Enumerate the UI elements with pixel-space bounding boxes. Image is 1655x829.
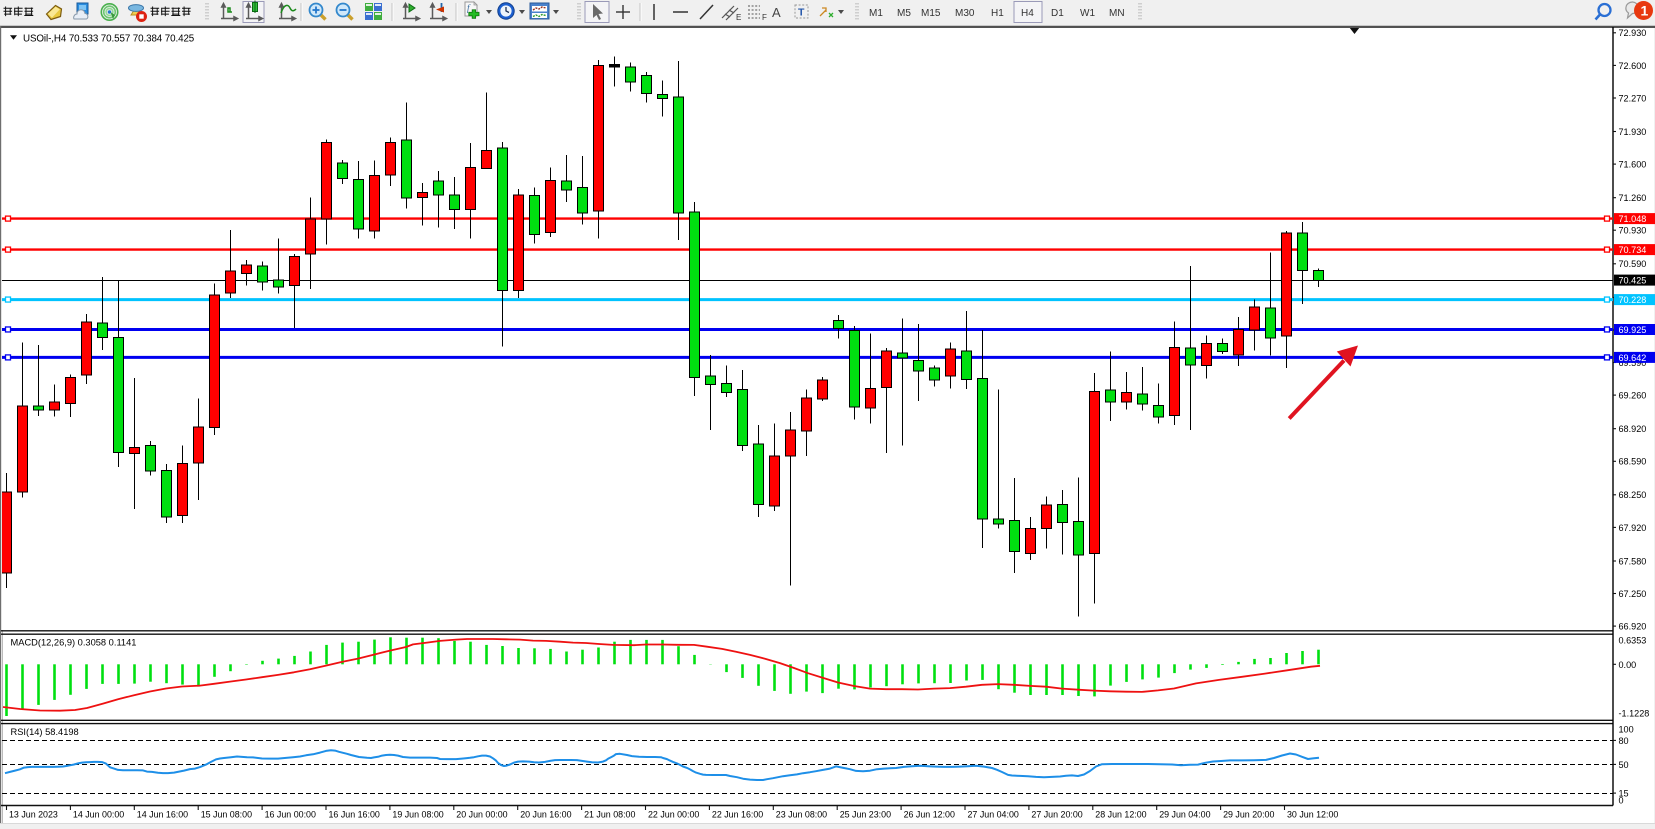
svg-text:20 Jun 16:00: 20 Jun 16:00 xyxy=(520,810,571,820)
svg-text:1: 1 xyxy=(1641,3,1649,19)
svg-text:71.048: 71.048 xyxy=(1619,214,1647,224)
svg-text:20 Jun 00:00: 20 Jun 00:00 xyxy=(456,810,507,820)
svg-text:M1: M1 xyxy=(869,8,883,19)
svg-text:14 Jun 00:00: 14 Jun 00:00 xyxy=(73,810,124,820)
svg-text:16 Jun 16:00: 16 Jun 16:00 xyxy=(329,810,380,820)
svg-text:D1: D1 xyxy=(1051,8,1064,19)
svg-text:15 Jun 08:00: 15 Jun 08:00 xyxy=(201,810,252,820)
svg-text:30 Jun 12:00: 30 Jun 12:00 xyxy=(1287,810,1338,820)
svg-text:-1.1228: -1.1228 xyxy=(1619,709,1650,719)
svg-text:70.590: 70.590 xyxy=(1619,259,1647,269)
svg-text:28 Jun 12:00: 28 Jun 12:00 xyxy=(1095,810,1146,820)
svg-text:0.00: 0.00 xyxy=(1619,660,1637,670)
svg-text:70.425: 70.425 xyxy=(1619,276,1647,286)
svg-text:71.930: 71.930 xyxy=(1619,127,1647,137)
svg-text:W1: W1 xyxy=(1080,8,1095,19)
svg-text:F: F xyxy=(762,13,767,22)
svg-text:70.930: 70.930 xyxy=(1619,226,1647,236)
svg-text:67.250: 67.250 xyxy=(1619,589,1647,599)
svg-text:27 Jun 04:00: 27 Jun 04:00 xyxy=(968,810,1019,820)
svg-text:80: 80 xyxy=(1619,736,1629,746)
svg-text:25 Jun 23:00: 25 Jun 23:00 xyxy=(840,810,891,820)
svg-text:50: 50 xyxy=(1619,760,1629,770)
svg-text:21 Jun 08:00: 21 Jun 08:00 xyxy=(584,810,635,820)
svg-text:68.920: 68.920 xyxy=(1619,424,1647,434)
svg-text:23 Jun 08:00: 23 Jun 08:00 xyxy=(776,810,827,820)
svg-text:66.920: 66.920 xyxy=(1619,622,1647,632)
svg-text:72.930: 72.930 xyxy=(1619,28,1647,38)
svg-text:29 Jun 04:00: 29 Jun 04:00 xyxy=(1159,810,1210,820)
svg-text:14 Jun 16:00: 14 Jun 16:00 xyxy=(137,810,188,820)
svg-text:69.260: 69.260 xyxy=(1619,391,1647,401)
svg-text:A: A xyxy=(772,5,781,20)
svg-text:72.270: 72.270 xyxy=(1619,93,1647,103)
svg-text:0: 0 xyxy=(1619,795,1624,805)
svg-text:E: E xyxy=(736,13,741,22)
svg-text:29 Jun 20:00: 29 Jun 20:00 xyxy=(1223,810,1274,820)
svg-text:70.228: 70.228 xyxy=(1619,295,1647,305)
svg-text:M30: M30 xyxy=(955,8,975,19)
svg-text:M5: M5 xyxy=(897,8,911,19)
svg-text:RSI(14) 58.4198: RSI(14) 58.4198 xyxy=(11,727,79,737)
svg-text:f: f xyxy=(467,3,471,13)
svg-text:68.590: 68.590 xyxy=(1619,457,1647,467)
svg-text:H4: H4 xyxy=(1021,8,1034,19)
svg-text:67.920: 67.920 xyxy=(1619,523,1647,533)
svg-text:0.6353: 0.6353 xyxy=(1619,635,1647,645)
svg-text:67.580: 67.580 xyxy=(1619,556,1647,566)
svg-text:T: T xyxy=(798,7,805,19)
svg-text:M15: M15 xyxy=(921,8,941,19)
svg-text:69.642: 69.642 xyxy=(1619,353,1647,363)
svg-text:USOil-,H4 70.533 70.557 70.38: USOil-,H4 70.533 70.557 70.384 70.425 xyxy=(23,34,195,45)
svg-text:16 Jun 00:00: 16 Jun 00:00 xyxy=(265,810,316,820)
svg-text:71.600: 71.600 xyxy=(1619,160,1647,170)
svg-text:H1: H1 xyxy=(991,8,1004,19)
svg-text:22 Jun 16:00: 22 Jun 16:00 xyxy=(712,810,763,820)
svg-text:13 Jun 2023: 13 Jun 2023 xyxy=(9,810,58,820)
svg-text:15: 15 xyxy=(1619,789,1629,799)
svg-text:19 Jun 08:00: 19 Jun 08:00 xyxy=(392,810,443,820)
svg-text:27 Jun 20:00: 27 Jun 20:00 xyxy=(1031,810,1082,820)
svg-text:100: 100 xyxy=(1619,724,1634,734)
svg-text:69.925: 69.925 xyxy=(1619,325,1647,335)
svg-text:26 Jun 12:00: 26 Jun 12:00 xyxy=(904,810,955,820)
svg-text:72.600: 72.600 xyxy=(1619,61,1647,71)
svg-text:MACD(12,26,9) 0.3058 0.1141: MACD(12,26,9) 0.3058 0.1141 xyxy=(11,638,137,648)
svg-text:68.250: 68.250 xyxy=(1619,490,1647,500)
svg-text:22 Jun 00:00: 22 Jun 00:00 xyxy=(648,810,699,820)
svg-text:MN: MN xyxy=(1109,8,1125,19)
svg-text:70.734: 70.734 xyxy=(1619,245,1647,255)
svg-text:71.260: 71.260 xyxy=(1619,193,1647,203)
